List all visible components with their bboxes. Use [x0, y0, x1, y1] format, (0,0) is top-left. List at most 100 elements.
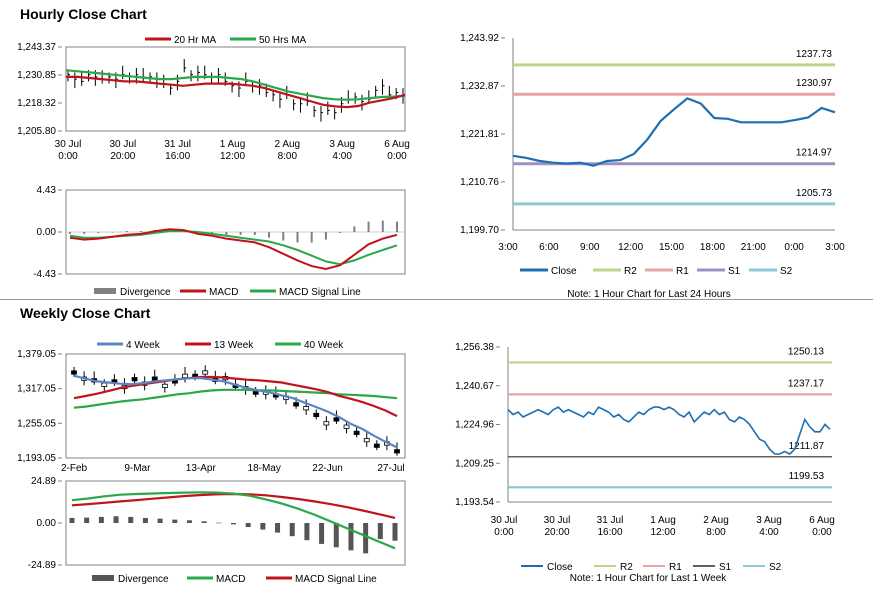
- hourly-price-frame: [65, 46, 406, 132]
- weekly-divergence-bar: [113, 516, 119, 523]
- weekly-legend-w40: 40 Week: [304, 340, 344, 351]
- hourly-divergence-bar: [83, 232, 86, 234]
- hourly-price-y-tick: 1,243.37: [17, 42, 56, 53]
- weekly-macd-line: [71, 491, 396, 550]
- hourly-price-y-tick: 1,218.32: [17, 98, 56, 109]
- hourly-divergence-bar: [69, 232, 71, 234]
- hourly-divergence-bar: [140, 231, 143, 232]
- weekly-divergence-bar: [157, 518, 163, 523]
- weekly-pivot-x-tick: 30 Jul: [544, 515, 571, 526]
- weekly-candle-body: [394, 449, 400, 454]
- hourly-pivot-y-tick: 1,232.87: [460, 81, 499, 92]
- section-divider: [0, 299, 873, 300]
- weekly-legend-w4: 4 Week: [126, 340, 161, 351]
- hourly-divergence-bar: [396, 221, 398, 232]
- hourly-macd-y-tick: 0.00: [37, 227, 57, 238]
- hourly-pivot-y-tick: 1,221.81: [460, 129, 499, 140]
- hourly-price-x-tick: 20:00: [110, 151, 135, 162]
- weekly-divergence-bar: [245, 523, 251, 528]
- weekly-divergence-bar: [319, 523, 325, 544]
- weekly-pivot-x-tick: 12:00: [650, 527, 675, 538]
- hourly-pivot-x-tick: 12:00: [618, 242, 643, 253]
- weekly-divergence-bar: [304, 523, 310, 541]
- hourly-divergence-bar: [225, 232, 228, 235]
- weekly-candle-body: [363, 438, 370, 443]
- hourly-pivot-y-tick: 1,210.76: [460, 177, 499, 188]
- hourly-divergence-bar: [324, 232, 327, 240]
- hourly-pivot-x-tick: 3:00: [825, 242, 845, 253]
- weekly-candle-body: [101, 382, 108, 387]
- weekly-divergence-bar: [333, 523, 339, 548]
- weekly-pivot-x-tick: 16:00: [597, 527, 622, 538]
- hourly-pivot-x-tick: 6:00: [539, 242, 559, 253]
- weekly-divergence-bar: [69, 517, 75, 523]
- weekly-candle-body: [343, 424, 350, 429]
- hourly-price-x-tick: 30 Jul: [55, 139, 82, 150]
- weekly-divergence-bar: [231, 523, 236, 525]
- weekly-candle-body: [161, 383, 168, 388]
- weekly-macd-y-tick: -24.89: [28, 560, 57, 571]
- weekly-pivot-legend-r1: R1: [669, 562, 682, 573]
- hourly-pivot-legend-close: Close: [551, 266, 577, 277]
- weekly-price-x-tick: 22-Jun: [312, 463, 343, 474]
- hourly-divergence-bar: [268, 232, 271, 238]
- weekly-candle-body: [71, 370, 77, 375]
- weekly-w4-line: [73, 374, 398, 449]
- weekly-signal-line: [71, 492, 396, 519]
- hourly-legend-macd: MACD: [209, 287, 238, 298]
- hourly-price-x-tick: 12:00: [220, 151, 245, 162]
- weekly-pivot-x-tick: 4:00: [759, 527, 779, 538]
- hourly-price-x-tick: 8:00: [278, 151, 298, 162]
- hourly-pivot-x-tick: 21:00: [741, 242, 766, 253]
- weekly-divergence-bar: [289, 523, 295, 537]
- weekly-pivot-legend-close: Close: [547, 562, 573, 573]
- hourly-legend-ma50: 50 Hrs MA: [259, 35, 307, 46]
- hourly-divergence-bar: [310, 232, 313, 243]
- weekly-candle-body: [151, 376, 158, 381]
- weekly-pivot-note: Note: 1 Hour Chart for Last 1 Week: [570, 573, 728, 584]
- weekly-pivot-x-tick: 31 Jul: [597, 515, 624, 526]
- weekly-divergence-bar: [142, 517, 148, 523]
- weekly-price-x-tick: 2-Feb: [61, 463, 88, 474]
- hourly-price-x-tick: 4:00: [332, 151, 352, 162]
- weekly-level-label-s2: 1199.53: [789, 471, 825, 482]
- weekly-candle-body: [131, 377, 138, 382]
- weekly-pivot-y-tick: 1,224.96: [455, 420, 494, 431]
- weekly-pivot-y-tick: 1,209.25: [455, 458, 494, 469]
- hourly-price-x-tick: 3 Aug: [329, 139, 355, 150]
- hourly-pivot-x-tick: 18:00: [700, 242, 725, 253]
- hourly-divergence-bar: [97, 232, 100, 233]
- hourly-divergence-bar: [282, 232, 285, 241]
- weekly-candle-body: [202, 370, 209, 375]
- weekly-divergence-bar: [186, 520, 192, 523]
- weekly-candle-body: [353, 430, 360, 435]
- weekly-candle-body: [182, 373, 188, 378]
- weekly-pivot-x-tick: 0:00: [494, 527, 514, 538]
- weekly-divergence-bar: [98, 516, 104, 523]
- weekly-level-label-s1: 1211.87: [789, 441, 825, 452]
- hourly-level-label-r2: 1237.73: [796, 49, 833, 60]
- hourly-price-x-tick: 1 Aug: [220, 139, 246, 150]
- weekly-price-y-tick: 1,317.05: [17, 384, 56, 395]
- weekly-section-title: Weekly Close Chart: [20, 305, 151, 321]
- hourly-level-label-s1: 1214.97: [796, 148, 833, 159]
- weekly-pivot-x-tick: 0:00: [812, 527, 832, 538]
- weekly-price-y-tick: 1,255.05: [17, 418, 56, 429]
- weekly-macd-y-tick: 24.89: [31, 476, 56, 487]
- hourly-level-label-s2: 1205.73: [796, 188, 833, 199]
- weekly-candle-body: [293, 402, 299, 407]
- weekly-price-y-tick: 1,379.05: [17, 349, 56, 360]
- hourly-price-x-tick: 0:00: [387, 151, 407, 162]
- hourly-price-x-tick: 31 Jul: [164, 139, 191, 150]
- weekly-pivot-x-tick: 6 Aug: [809, 515, 835, 526]
- weekly-price-x-tick: 27-Jul: [377, 463, 404, 474]
- weekly-price-x-tick: 9-Mar: [124, 463, 151, 474]
- weekly-candle-body: [333, 417, 340, 422]
- hourly-divergence-bar: [296, 232, 299, 243]
- hourly-level-label-r1: 1230.97: [796, 78, 833, 89]
- hourly-legend-divergence: Divergence: [120, 287, 171, 298]
- weekly-pivot-x-tick: 8:00: [706, 527, 726, 538]
- weekly-w40-line: [73, 388, 398, 409]
- weekly-pivot-y-tick: 1,256.38: [455, 342, 494, 353]
- hourly-close-line: [512, 97, 836, 167]
